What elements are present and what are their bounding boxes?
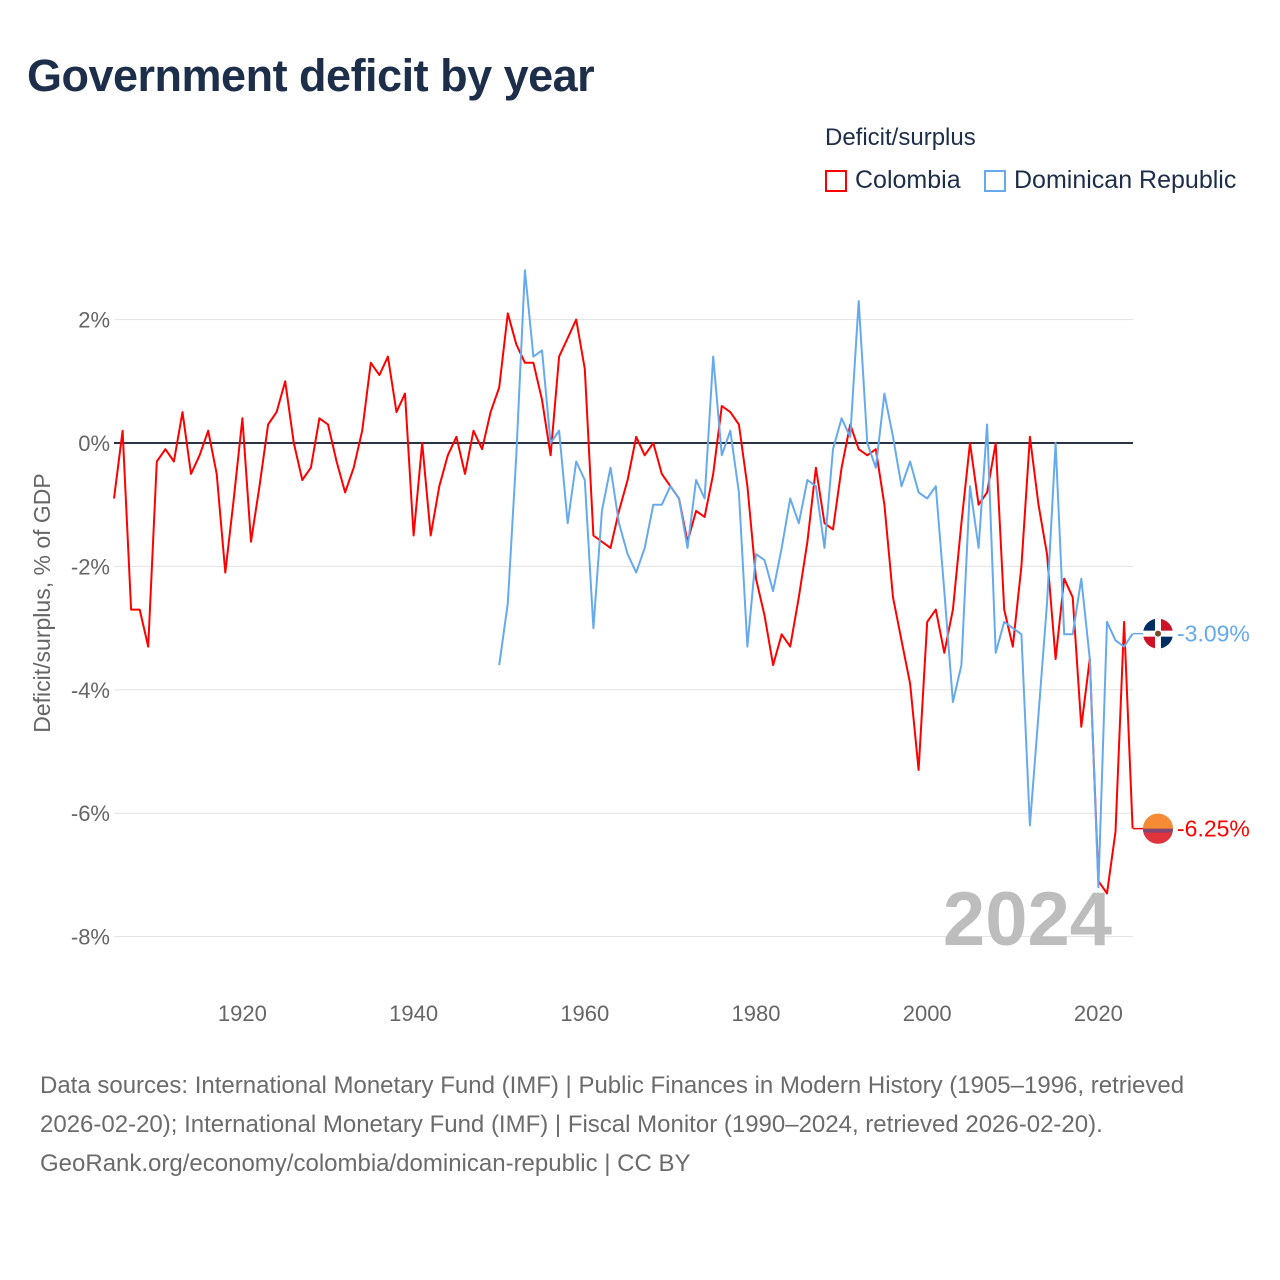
flag-part — [1158, 633, 1173, 649]
flag-part — [1158, 618, 1174, 634]
credit-link[interactable]: GeoRank.org/economy/colombia/dominican-r… — [40, 1150, 691, 1177]
y-tick-label: 0% — [78, 431, 110, 456]
end-value-label: -3.09% — [1177, 621, 1250, 647]
legend-swatch-dominican-republic — [984, 169, 1006, 192]
flag-part — [1143, 633, 1158, 649]
y-tick-label: 2% — [78, 308, 110, 333]
year-watermark: 2024 — [943, 877, 1112, 962]
flag-part — [1155, 630, 1161, 637]
y-tick-label: -2% — [71, 554, 110, 579]
data-sources: Data sources: International Monetary Fun… — [40, 1072, 1185, 1138]
y-tick-label: -6% — [71, 801, 110, 826]
colombia-flag-icon — [1143, 813, 1173, 844]
y-tick-label: -8% — [71, 925, 110, 950]
series-line-dominican-republic — [498, 269, 1134, 889]
legend-title: Deficit/surplus — [825, 124, 976, 151]
dominican-republic-flag-icon — [1143, 618, 1174, 649]
legend-label: Dominican Republic — [1014, 166, 1237, 194]
legend-label: Colombia — [855, 166, 961, 194]
x-tick-label: 1980 — [732, 1001, 781, 1026]
x-tick-label: 1920 — [218, 1001, 267, 1026]
flag-part — [1143, 618, 1158, 634]
series-line-colombia — [113, 312, 1134, 895]
legend-swatch-colombia — [825, 169, 847, 192]
x-tick-label: 1960 — [560, 1001, 609, 1026]
x-tick-label: 1940 — [389, 1001, 438, 1026]
legend-item-dominican-republic[interactable]: Dominican Republic — [984, 166, 1236, 195]
footer: Data sources: International Monetary Fun… — [40, 1066, 1240, 1183]
legend-item-colombia[interactable]: Colombia — [825, 166, 961, 195]
line-chart: 2% 0% -2% -4% -6% -8% 1920 1940 1960 1980 2000 2020… — [29, 269, 1250, 1026]
x-tick-label: 2000 — [903, 1001, 952, 1026]
y-tick-label: -4% — [71, 678, 110, 703]
chart-title: Government deficit by year — [27, 50, 595, 101]
flag-part — [1143, 813, 1173, 844]
end-value-label: -6.25% — [1177, 816, 1250, 842]
x-tick-label: 2020 — [1074, 1001, 1123, 1026]
y-axis-label: Deficit/surplus, % of GDP — [29, 473, 55, 732]
